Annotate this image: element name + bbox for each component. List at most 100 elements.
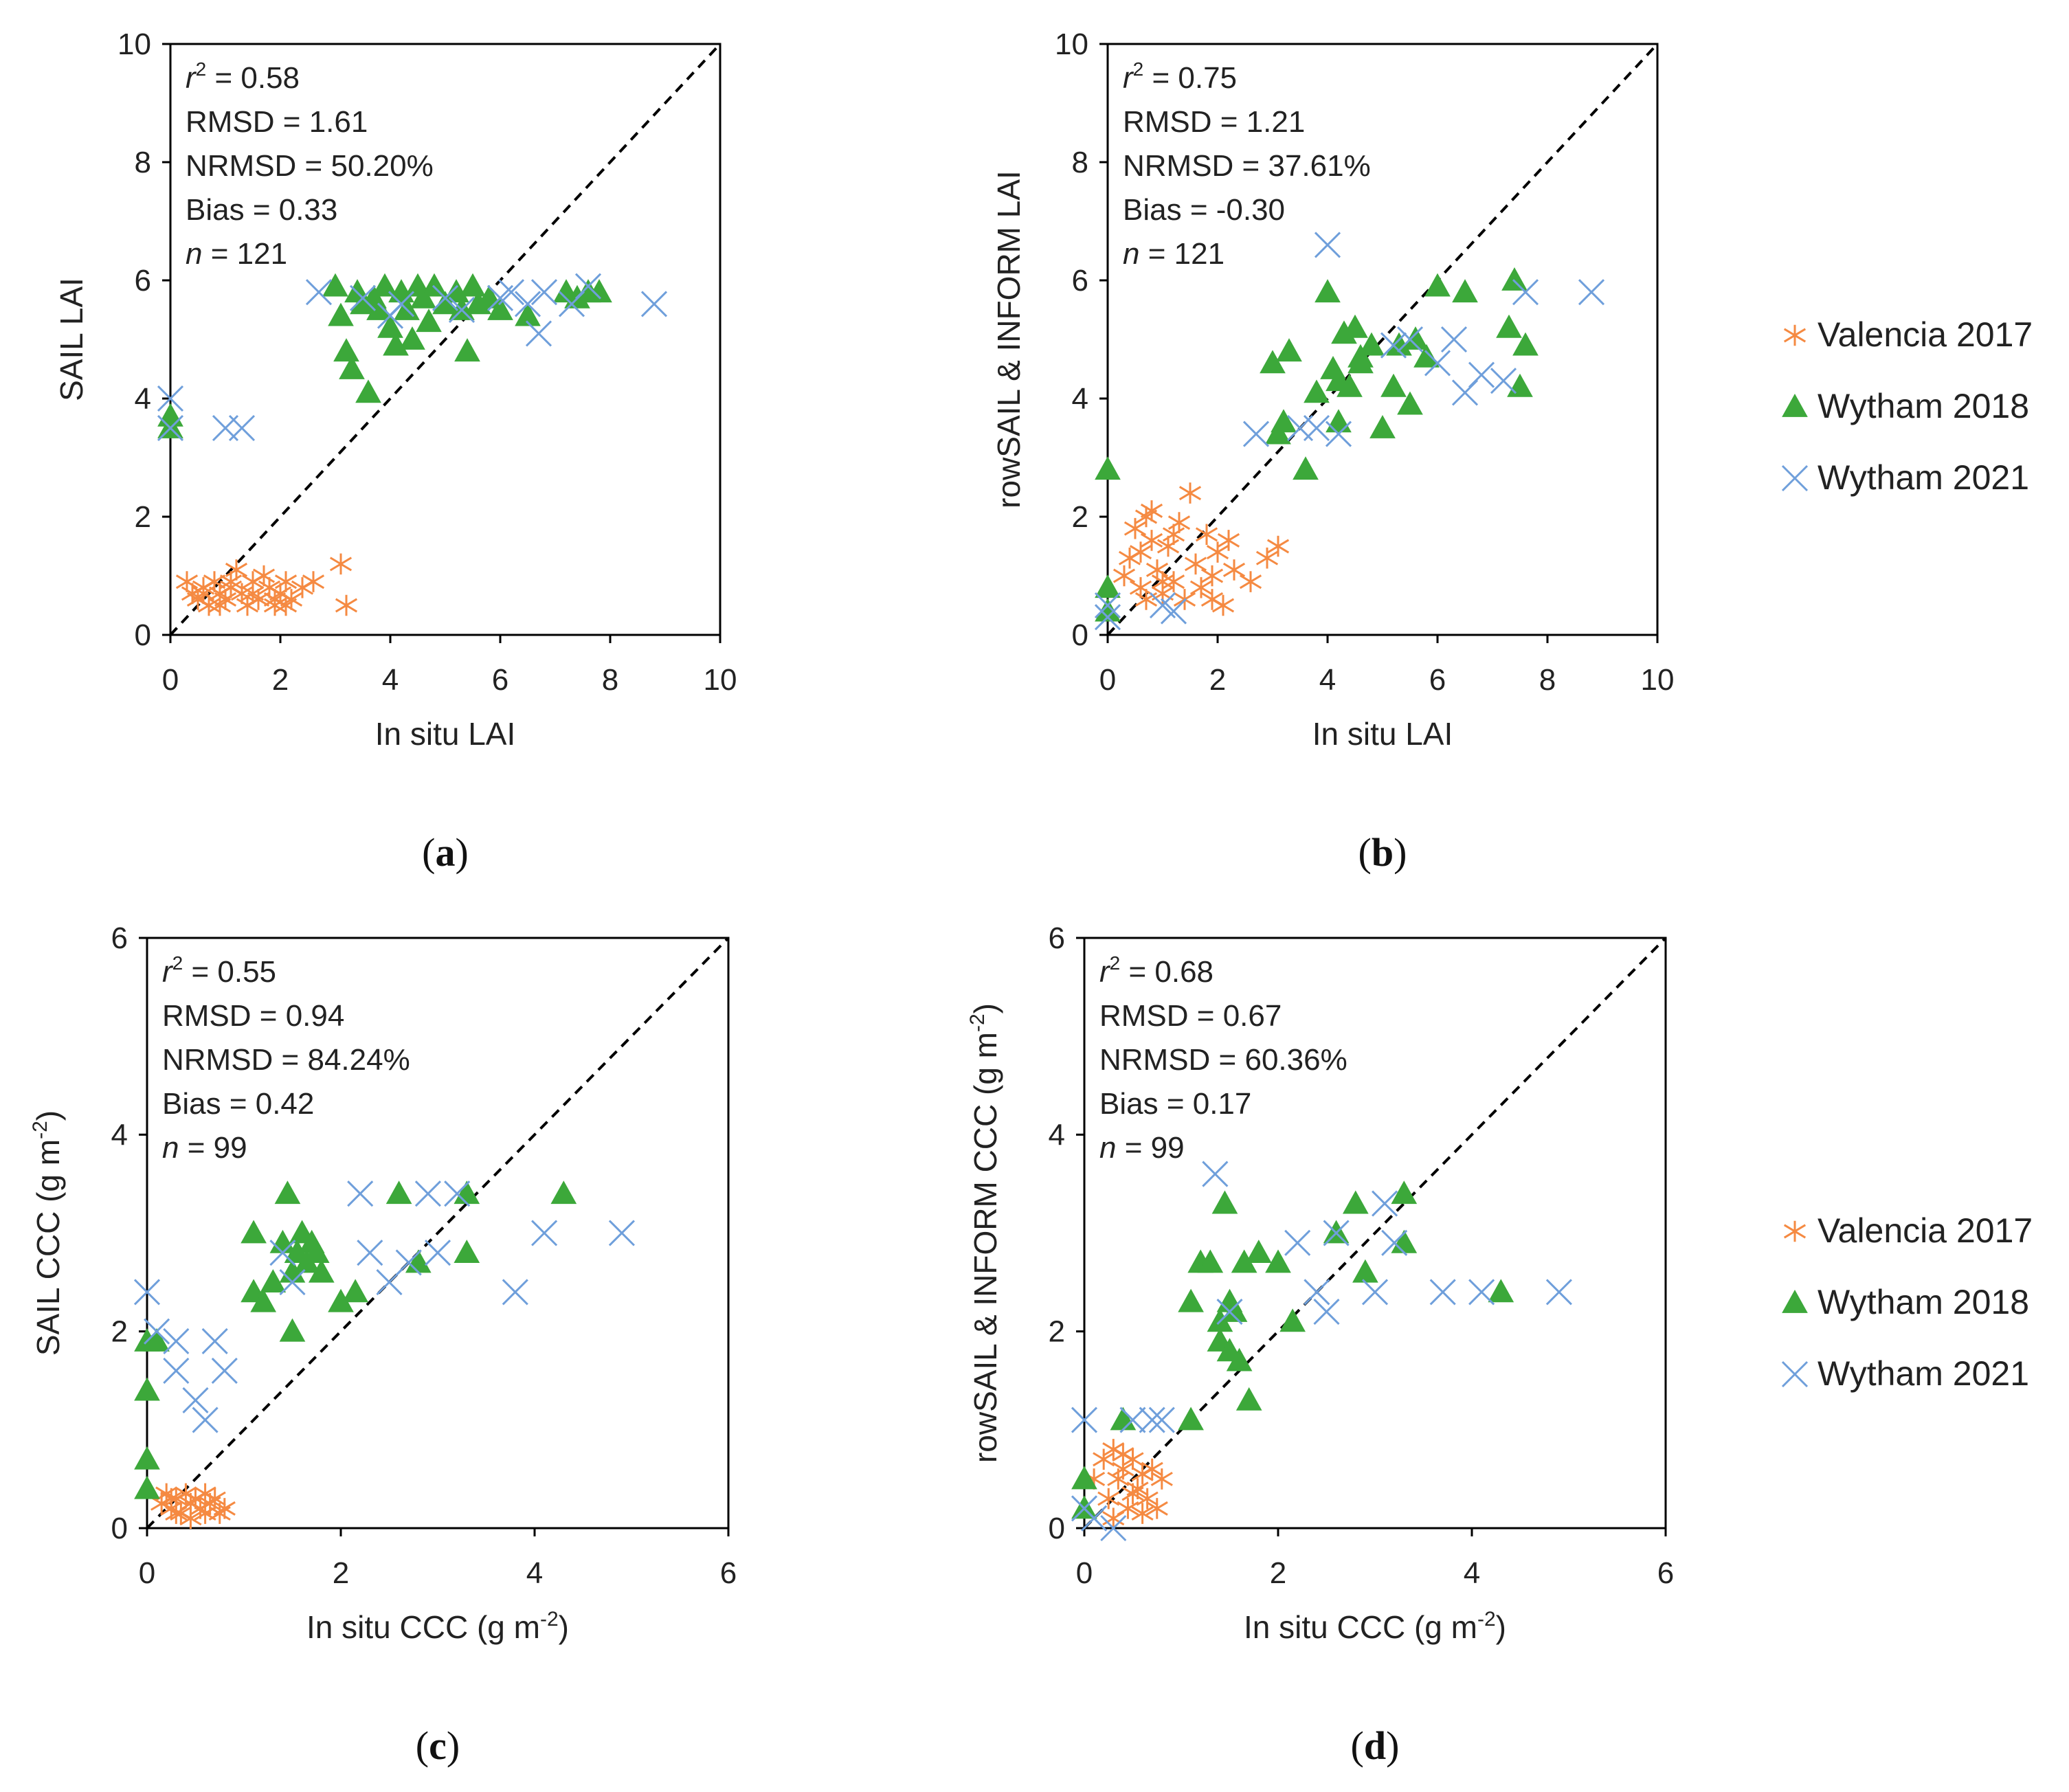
stat-n-symbol: n (1123, 237, 1139, 271)
y-axis-label-text: rowSAIL & INFORM LAI (991, 170, 1027, 508)
y-axis-label-sup: -2 (29, 1121, 52, 1139)
data-point (1440, 326, 1468, 353)
data-point (1325, 421, 1352, 447)
stat-bias: Bias = 0.33 (186, 193, 337, 227)
data-point (274, 594, 298, 616)
y-axis-label: rowSAIL & INFORM CCC (g m-2) (966, 1003, 1003, 1463)
plot-frame (146, 937, 730, 1530)
data-point (347, 1180, 374, 1207)
data-point (372, 273, 398, 297)
legend-top: Valencia 2017 Wytham 2018 Wytham 2021 (1781, 315, 2033, 497)
panel-label-letter: b (1372, 830, 1394, 875)
stat-bias: Bias = 0.42 (162, 1087, 314, 1121)
data-point (1501, 267, 1528, 291)
x-tick-label: 0 (162, 663, 179, 697)
data-point (421, 273, 447, 297)
stat-r2-symbol: r (186, 61, 197, 95)
data-point (1512, 332, 1539, 356)
y-axis-label-text: rowSAIL & INFORM CCC (g m (968, 1032, 1003, 1463)
data-point (274, 1180, 301, 1205)
stat-nrmsd: NRMSD = 37.61% (1123, 149, 1371, 183)
data-point (1178, 482, 1202, 504)
data-point (395, 1249, 422, 1276)
data-point (333, 338, 359, 362)
y-axis-label-text: SAIL CCC (g m (30, 1139, 66, 1356)
stat-r2: r2 = 0.75 (1123, 58, 1237, 95)
y-tick-label: 6 (1049, 921, 1065, 955)
data-point (410, 284, 436, 309)
data-point (1160, 598, 1187, 625)
data-point (1145, 1498, 1168, 1519)
data-point (133, 1279, 161, 1306)
legend-marker (1782, 393, 1808, 417)
data-point (1197, 1249, 1224, 1273)
data-point (1071, 1466, 1097, 1490)
x-tick-label: 0 (139, 1556, 155, 1590)
data-point (1097, 1488, 1120, 1510)
data-point (1424, 350, 1451, 377)
panel-label: (a) (422, 830, 469, 875)
data-point (1381, 1229, 1408, 1256)
x-tick-label: 10 (1641, 663, 1675, 697)
stat-r2-value: = 0.55 (183, 955, 276, 989)
data-point (269, 1240, 296, 1266)
data-point (1358, 332, 1385, 356)
data-point (213, 1498, 236, 1519)
panel-label-close: ) (456, 830, 469, 875)
data-point (1095, 574, 1121, 598)
data-point (1071, 1407, 1098, 1433)
data-point (1094, 604, 1121, 631)
data-point (1315, 279, 1341, 303)
x-axis-label: In situ LAI (1312, 716, 1453, 752)
data-point (1468, 361, 1495, 388)
data-point (1266, 535, 1290, 557)
data-point (454, 1240, 480, 1264)
legend-label: Wytham 2021 (1818, 1354, 2029, 1393)
data-point (1200, 589, 1224, 610)
data-point (487, 296, 513, 320)
x-axis-label-text: In situ LAI (375, 716, 516, 752)
x-axis-label: In situ LAI (375, 716, 516, 752)
data-point (399, 326, 425, 350)
legend-marker (1783, 324, 1807, 346)
data-point (497, 279, 525, 306)
data-point (1369, 414, 1396, 438)
one-to-one-line (146, 937, 730, 1530)
x-axis-label-text: In situ CCC (g m (306, 1609, 540, 1645)
data-point (1081, 1505, 1108, 1532)
series-valencia-2017 (150, 1483, 236, 1529)
x-tick-label: 2 (1270, 1556, 1286, 1590)
x-axis-label-sup: -2 (1477, 1608, 1496, 1631)
x-axis-label-text: In situ LAI (1312, 716, 1453, 752)
series-valencia-2017 (175, 553, 358, 616)
data-point (1545, 1279, 1572, 1306)
data-point (1271, 409, 1297, 433)
data-point (515, 302, 541, 326)
data-point (1342, 1190, 1369, 1214)
data-point (1279, 1308, 1306, 1332)
x-axis-label: In situ CCC (g m-2) (1244, 1608, 1506, 1645)
data-point (1206, 541, 1229, 563)
x-tick-label: 2 (1209, 663, 1226, 697)
data-point (1396, 326, 1424, 353)
x-tick-label: 4 (1319, 663, 1336, 697)
data-point (574, 273, 602, 300)
data-point (303, 1240, 330, 1264)
stat-r2-value: = 0.68 (1120, 955, 1214, 989)
x-tick-label: 4 (382, 663, 399, 697)
data-point (302, 571, 325, 592)
x-axis-label: In situ CCC (g m-2) (306, 1608, 569, 1645)
data-point (241, 583, 265, 605)
data-point (1189, 576, 1213, 598)
series-wytham-2021 (157, 273, 668, 442)
data-point (355, 379, 381, 403)
stat-r2-symbol: r (1099, 955, 1111, 989)
data-point (1167, 512, 1191, 533)
data-point (1578, 279, 1605, 306)
panel-label-open: ( (1358, 830, 1372, 875)
legend-label: Wytham 2021 (1818, 458, 2029, 497)
x-tick-label: 2 (333, 1556, 349, 1590)
legend-marker (1781, 1360, 1809, 1388)
data-point (219, 571, 243, 592)
data-point (1145, 559, 1169, 581)
